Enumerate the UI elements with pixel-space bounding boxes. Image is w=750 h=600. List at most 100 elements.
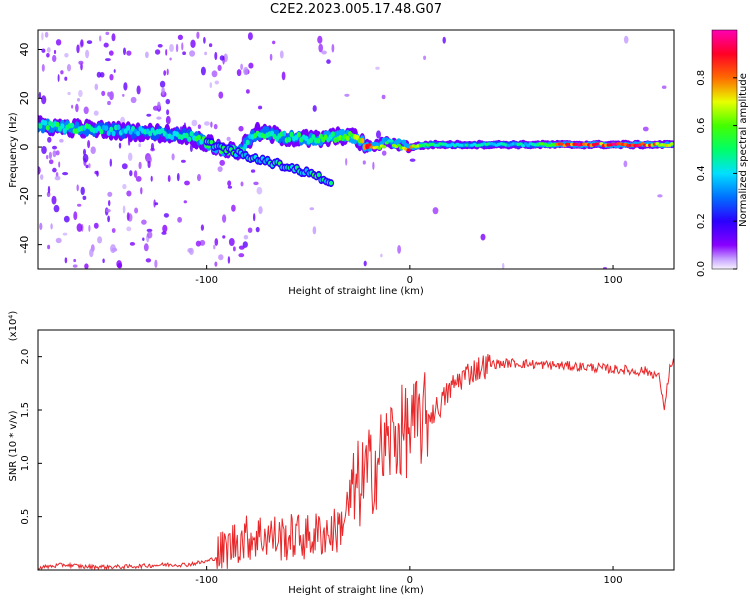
spectrogram-ridge-cell: [187, 136, 192, 143]
spectrogram-noise-cell: [213, 244, 216, 250]
spectrogram-noise-cell: [78, 60, 84, 65]
spectrogram-noise-cell: [55, 237, 62, 244]
spectrogram-noise-cell: [196, 31, 200, 39]
spectrogram-noise-cell: [99, 35, 102, 42]
spectrogram-noise-cell: [200, 224, 204, 231]
spectrogram-noise-cell: [146, 155, 152, 164]
y-tick-label: 0.5: [20, 509, 31, 525]
spectrogram-noise-cell: [52, 167, 57, 173]
spectrogram-noise-cell: [321, 50, 327, 55]
colorbar-ticks: 0.0 0.2 0.4 0.6 0.8: [696, 70, 737, 277]
spectrogram-noise-cell: [47, 136, 52, 143]
spectrogram-noise-cell: [105, 208, 111, 213]
spectrogram-noise-cell: [145, 258, 152, 263]
spectrogram-noise-cell: [143, 243, 149, 252]
spectrogram-noise-cell: [248, 62, 254, 69]
spectrogram-ridge-cell: [116, 124, 121, 130]
spectrogram-noise-cell: [157, 101, 161, 110]
spectrogram-noise-cell: [47, 185, 51, 194]
spectrogram-noise-cell: [141, 219, 147, 225]
spectrogram-noise-cell: [375, 66, 380, 70]
spectrogram-noise-cell: [279, 50, 284, 59]
spectrogram-noise-cell: [345, 158, 348, 166]
spectrogram-noise-cell: [134, 207, 139, 214]
spectrogram-noise-cell: [111, 33, 116, 42]
spectrogram-noise-cell: [227, 185, 233, 189]
spectrogram-noise-cell: [623, 160, 628, 168]
x-tick-label: -100: [195, 275, 218, 286]
spectrogram-ridge-cell: [62, 128, 67, 134]
spectrogram-ridge-cell: [406, 148, 411, 152]
chart-title: C2E2.2023.005.17.48.G07: [270, 2, 442, 17]
spectrogram-ridge-cell: [196, 134, 201, 141]
spectrogram-ridge-cell: [60, 123, 65, 129]
spectrogram-noise-cell: [50, 223, 53, 230]
spectrogram-noise-cell: [101, 90, 106, 97]
spectrogram-noise-cell: [89, 248, 94, 258]
spectrogram-noise-cell: [108, 50, 114, 56]
spectrogram-noise-cell: [126, 226, 132, 232]
spectrogram-noise-cell: [250, 169, 256, 173]
spectrogram-y-label: Frequency (Hz): [8, 112, 19, 188]
spectrogram-noise-cell: [55, 39, 62, 46]
spectrogram-noise-cell: [110, 244, 116, 254]
spectrogram-noise-cell: [183, 200, 187, 204]
spectrogram-noise-cell: [182, 51, 187, 55]
spectrogram-ridge-cell: [382, 145, 387, 149]
spectrogram-noise-cell: [195, 240, 201, 247]
spectrogram-noise-cell: [165, 115, 171, 125]
spectrogram-noise-cell: [78, 89, 83, 98]
colorbar-tick-label: 0.6: [696, 118, 707, 134]
spectrogram-noise-cell: [177, 34, 183, 40]
spectrogram-noise-cell: [41, 146, 47, 154]
spectrogram-noise-cell: [48, 151, 53, 160]
spectrogram-noise-cell: [117, 263, 123, 269]
spectrogram-noise-cell: [62, 172, 69, 176]
spectrogram-noise-cell: [105, 58, 111, 62]
spectrogram-noise-cell: [38, 166, 41, 175]
spectrogram-noise-cell: [93, 110, 99, 116]
spectrogram-noise-cell: [96, 71, 102, 78]
spectrogram-noise-cell: [41, 95, 47, 105]
spectrogram-noise-cell: [46, 47, 51, 53]
spectrogram-noise-cell: [218, 254, 224, 261]
spectrogram-noise-cell: [55, 150, 60, 156]
spectrogram-noise-cell: [84, 263, 89, 269]
spectrogram-noise-cell: [214, 261, 218, 267]
spectrogram-noise-cell: [177, 216, 183, 223]
spectrogram-noise-cell: [442, 36, 446, 44]
spectrogram-noise-cell: [217, 64, 222, 71]
spectrogram-noise-cell: [326, 59, 331, 64]
spectrogram-noise-cell: [240, 63, 244, 70]
spectrogram-noise-cell: [90, 146, 96, 154]
spectrogram-ridge-cell: [360, 137, 365, 144]
spectrogram-frame: [37, 29, 675, 270]
colorbar-gradient: [711, 29, 738, 270]
spectrogram-noise-cell: [163, 70, 167, 76]
spectrogram-noise-cell: [133, 170, 138, 178]
spectrogram-ridge-cell: [106, 130, 111, 136]
spectrogram-noise-cell: [154, 259, 158, 268]
spectrogram-ridge-cell: [148, 130, 153, 137]
spectrogram-ridge-cell: [126, 125, 131, 131]
spectrogram-noise-cell: [214, 80, 219, 85]
spectrogram-noise-cell: [190, 39, 196, 48]
spectrogram-noise-cell: [83, 106, 89, 115]
spectrogram-noise-cell: [40, 174, 44, 181]
spectrogram-noise-cell: [73, 258, 77, 263]
spectrogram-noise-cell: [46, 155, 49, 160]
spectrogram-ridge-cell: [287, 136, 292, 143]
spectrogram-noise-cell: [256, 186, 263, 195]
spectrogram-noise-cell: [197, 174, 201, 182]
spectrogram-noise-cell: [623, 35, 629, 44]
spectrogram-noise-cell: [162, 224, 168, 233]
spectrogram-ridge-cell: [97, 125, 101, 131]
spectrogram-noise-cell: [107, 191, 113, 197]
spectrogram-noise-cell: [176, 173, 180, 182]
snr-x-ticks: -100 0 100: [195, 566, 623, 586]
spectrogram-noise-cell: [150, 175, 153, 182]
spectrogram-noise-cell: [376, 130, 381, 139]
spectrogram-noise-cell: [97, 236, 103, 244]
spectrogram-noise-cell: [210, 121, 213, 128]
spectrogram-noise-cell: [169, 57, 172, 61]
